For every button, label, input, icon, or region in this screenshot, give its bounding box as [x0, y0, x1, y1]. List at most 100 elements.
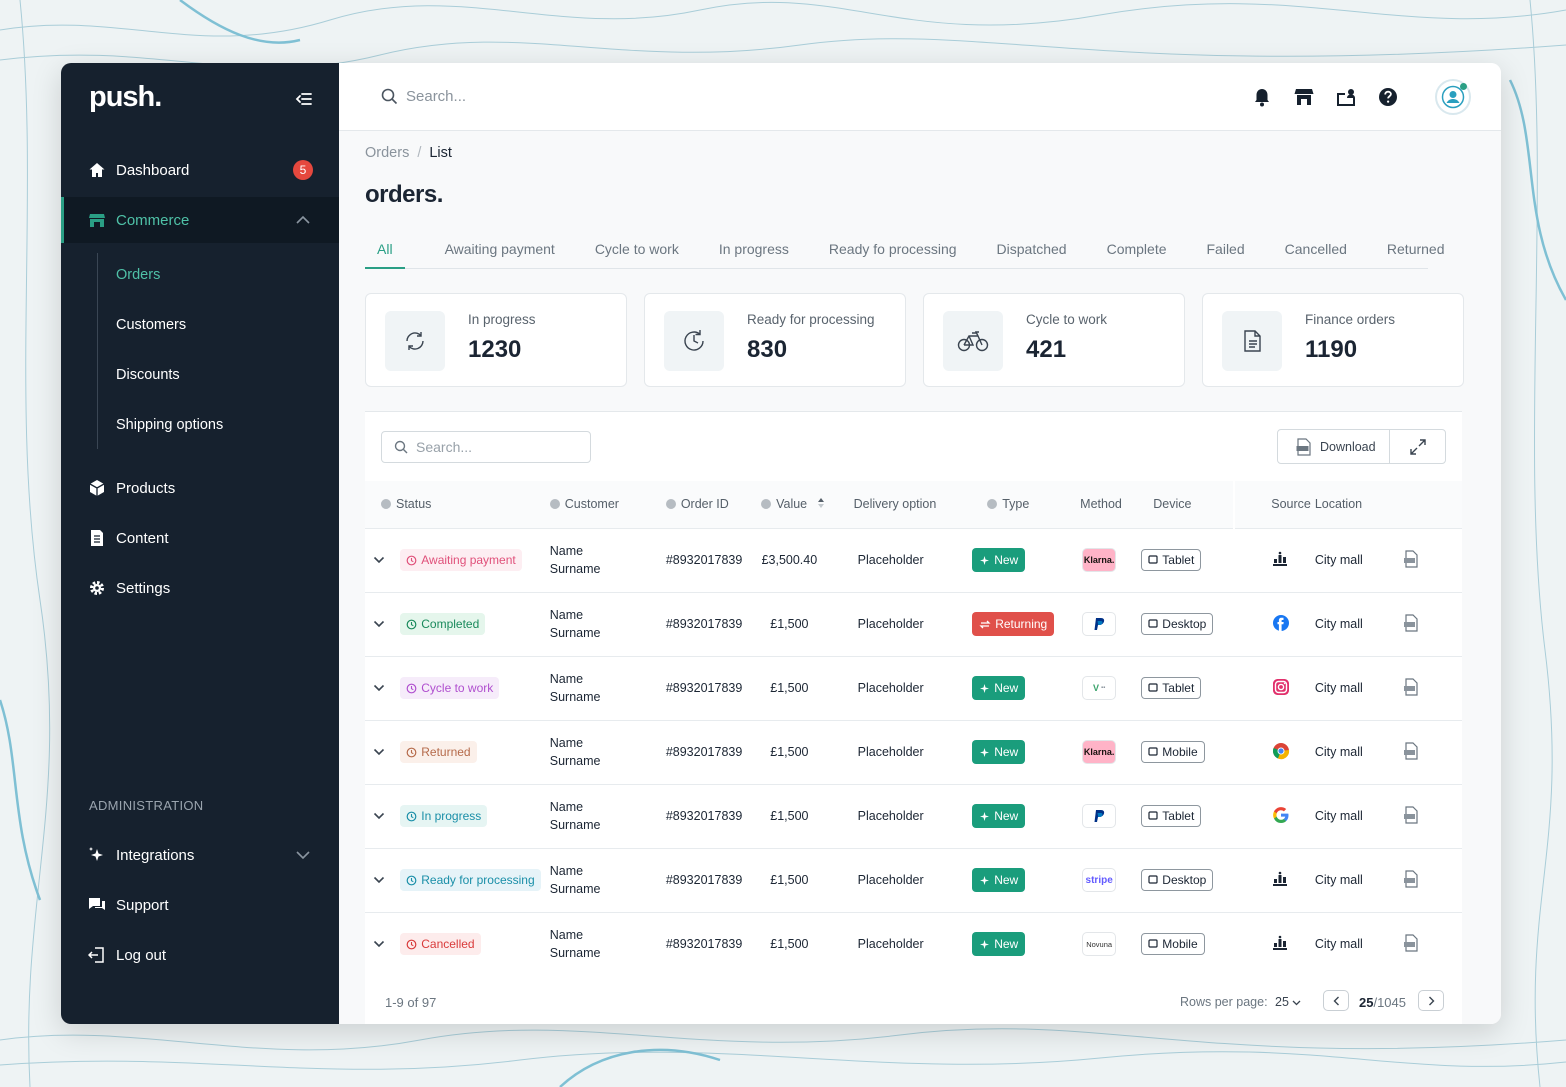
pdf-icon[interactable] [1403, 613, 1419, 632]
stat-card-finance-orders[interactable]: Finance orders 1190 [1202, 293, 1464, 387]
nav-integrations[interactable]: Integrations [61, 832, 339, 878]
expand-row-icon[interactable] [373, 620, 385, 628]
pdf-icon[interactable] [1403, 549, 1419, 568]
stat-card-cycle-to-work[interactable]: Cycle to work 421 [923, 293, 1185, 387]
tab-ready-for-processing[interactable]: Ready fo processing [828, 241, 957, 257]
help-icon[interactable] [1377, 86, 1399, 108]
nav-logout[interactable]: Log out [61, 932, 339, 978]
order-id[interactable]: #8932017839 [657, 719, 758, 784]
store-icon[interactable] [1293, 86, 1315, 108]
pagination-range: 1-9 of 97 [385, 995, 437, 1010]
order-id[interactable]: #8932017839 [657, 655, 758, 720]
order-id[interactable]: #8932017839 [657, 847, 758, 912]
location: City mall [1310, 655, 1400, 720]
stats-row: In progress 1230 Ready for processing 83… [365, 293, 1464, 387]
order-id[interactable]: #8932017839 [657, 527, 758, 592]
col-status[interactable]: Status [365, 481, 550, 528]
tab-complete[interactable]: Complete [1106, 241, 1167, 257]
type-badge: New [972, 548, 1026, 572]
prev-page-button[interactable] [1323, 990, 1349, 1011]
stat-card-in-progress[interactable]: In progress 1230 [365, 293, 627, 387]
subnav-orders[interactable]: Orders [116, 267, 161, 283]
table-row[interactable]: Cycle to work Name Surname #8932017839 £1,50… [365, 655, 1462, 720]
nav-settings[interactable]: Settings [61, 565, 339, 611]
inbox-user-icon[interactable] [1335, 86, 1357, 108]
notification-badge: 5 [293, 160, 313, 180]
expand-row-icon[interactable] [373, 812, 385, 820]
tab-failed[interactable]: Failed [1206, 241, 1245, 257]
expand-row-icon[interactable] [373, 940, 385, 948]
status-badge: Cycle to work [400, 677, 500, 699]
order-id[interactable]: #8932017839 [657, 591, 758, 656]
table-row[interactable]: In progress Name Surname #8932017839 £1,500 P… [365, 783, 1462, 848]
col-delivery-option[interactable]: Delivery option [851, 481, 966, 528]
expand-row-icon[interactable] [373, 556, 385, 564]
rows-per-page[interactable]: Rows per page: 25 [1180, 995, 1301, 1009]
stat-card-ready-for-processing[interactable]: Ready for processing 830 [644, 293, 906, 387]
tab-cancelled[interactable]: Cancelled [1284, 241, 1347, 257]
order-id[interactable]: #8932017839 [657, 911, 758, 976]
breadcrumb-orders[interactable]: Orders [365, 145, 410, 161]
col-device[interactable]: Device [1139, 481, 1235, 528]
tab-returned[interactable]: Returned [1386, 241, 1445, 257]
stat-value: 1190 [1305, 336, 1358, 363]
table-search-input[interactable]: Search... [381, 431, 591, 463]
global-search-placeholder: Search... [406, 88, 467, 105]
paypal-logo [1082, 612, 1117, 636]
tab-dispatched[interactable]: Dispatched [996, 241, 1067, 257]
expand-row-icon[interactable] [373, 684, 385, 692]
tab-awaiting-payment[interactable]: Awaiting payment [444, 241, 555, 257]
subnav-shipping-options[interactable]: Shipping options [116, 417, 224, 433]
nav-commerce[interactable]: Commerce [61, 197, 339, 243]
sort-icon[interactable] [817, 497, 825, 509]
pdf-icon[interactable] [1403, 677, 1419, 696]
tab-in-progress[interactable]: In progress [718, 241, 789, 257]
pdf-icon[interactable] [1403, 869, 1419, 888]
pdf-icon[interactable] [1403, 741, 1419, 760]
delivery-option: Placeholder [851, 527, 966, 592]
expand-row-icon[interactable] [373, 748, 385, 756]
subnav-customers[interactable]: Customers [116, 317, 187, 333]
pdf-icon[interactable] [1403, 805, 1419, 824]
col-location[interactable]: Location [1310, 481, 1400, 528]
expand-row-icon[interactable] [373, 876, 385, 884]
chevron-down-icon[interactable] [295, 847, 311, 863]
table-row[interactable]: Returned Name Surname #8932017839 £1,500 Plac… [365, 719, 1462, 784]
nav-products[interactable]: Products [61, 465, 339, 511]
collapse-sidebar-icon[interactable] [294, 89, 314, 109]
col-source[interactable]: Source [1233, 481, 1311, 528]
table-row[interactable]: Cancelled Name Surname #8932017839 £1,500 Pla… [365, 911, 1462, 976]
analytics-icon [1272, 871, 1288, 890]
table-row[interactable]: Ready for processing Name Surname #89320178… [365, 847, 1462, 912]
col-method[interactable]: Method [1055, 481, 1140, 528]
table-row[interactable]: Completed Name Surname #8932017839 £1,500 Pla… [365, 591, 1462, 656]
download-button[interactable]: Download [1278, 430, 1390, 463]
tab-cycle-to-work[interactable]: Cycle to work [594, 241, 679, 257]
col-customer[interactable]: Customer [549, 481, 658, 528]
customer-last-name: Surname [549, 754, 601, 768]
subnav-discounts[interactable]: Discounts [116, 367, 180, 383]
status-icon [406, 683, 417, 693]
nav-support[interactable]: Support [61, 882, 339, 928]
bell-icon[interactable] [1251, 86, 1273, 108]
device-badge: Tablet [1141, 805, 1202, 827]
global-search[interactable]: Search... [381, 88, 466, 105]
google-icon [1272, 806, 1290, 827]
logout-icon [88, 946, 106, 964]
customer-first-name: Name [549, 608, 584, 622]
order-id[interactable]: #8932017839 [657, 783, 758, 848]
col-type[interactable]: Type [965, 481, 1056, 528]
avatar[interactable] [1435, 79, 1471, 115]
nav-content[interactable]: Content [61, 515, 339, 561]
table-row[interactable]: Awaiting payment Name Surname #8932017839 £3… [365, 527, 1462, 592]
next-page-button[interactable] [1418, 990, 1444, 1011]
chevron-up-icon[interactable] [295, 212, 311, 228]
status-badge: Completed [400, 613, 486, 635]
col-order-id[interactable]: Order ID [657, 481, 758, 528]
sparkle-icon [980, 939, 990, 949]
col-value[interactable]: Value [757, 481, 852, 528]
pdf-icon[interactable] [1403, 934, 1419, 952]
nav-dashboard[interactable]: Dashboard 5 [61, 147, 339, 193]
tab-all[interactable]: All [365, 231, 405, 269]
expand-button[interactable] [1390, 438, 1445, 455]
